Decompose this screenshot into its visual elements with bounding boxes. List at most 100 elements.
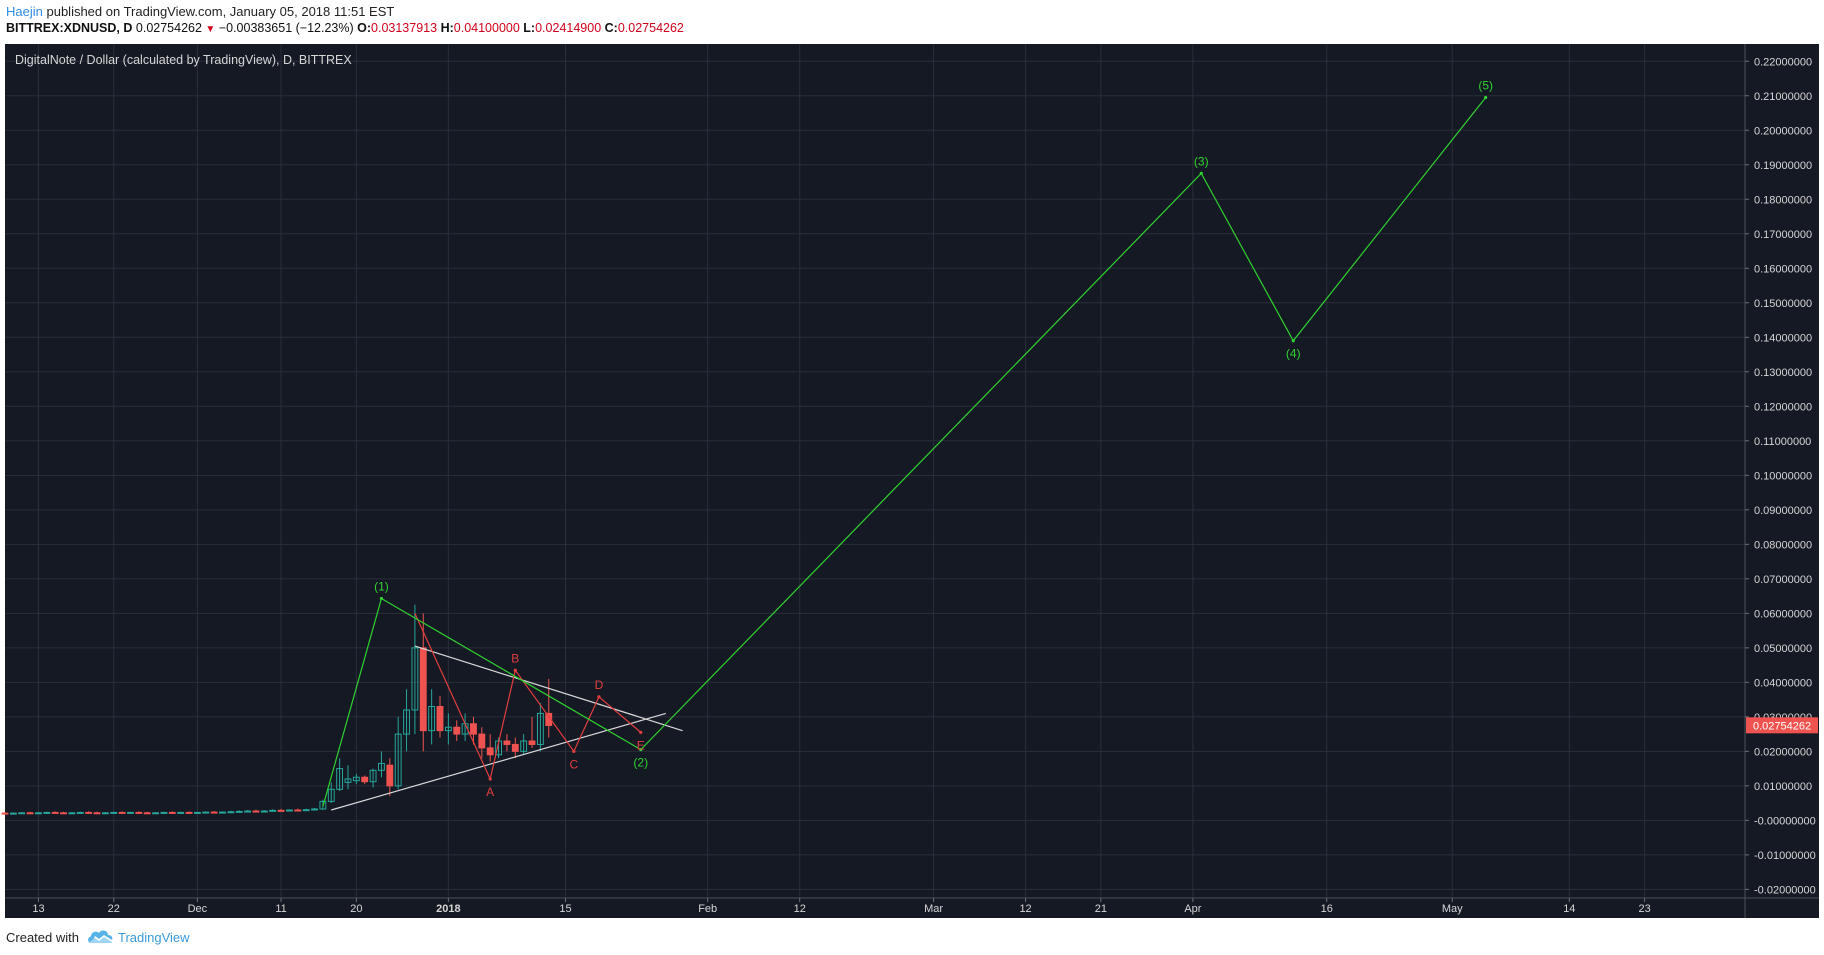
candle-up — [235, 810, 243, 813]
close-value: 0.02754262 — [617, 21, 684, 35]
publish-text: published on TradingView.com, January 05… — [46, 4, 395, 19]
publish-line: Haejin published on TradingView.com, Jan… — [6, 4, 394, 19]
time-tick-label: 11 — [275, 903, 286, 915]
candle-up — [369, 769, 377, 783]
candle-down — [60, 812, 67, 815]
candle-up — [394, 733, 402, 787]
time-tick-label: 12 — [794, 903, 806, 915]
candle-down — [143, 812, 151, 815]
symbol-label: BITTREX:XDNUSD, D — [6, 21, 133, 35]
candle-down — [135, 811, 143, 814]
price-tick-label: 0.16000000 — [1754, 263, 1812, 275]
impulse-wave-label: (4) — [1286, 347, 1301, 361]
close-label: C: — [604, 21, 618, 35]
candle-up — [319, 800, 327, 810]
open-value: 0.03137913 — [371, 21, 438, 35]
candle-up — [9, 812, 17, 815]
chart-area[interactable]: (1) (2) (3) (4) (5) A B C D E 0.22000000 0.2100000… — [0, 44, 1824, 920]
wave-point — [639, 748, 643, 752]
wave-lines — [322, 97, 1487, 811]
abcde-wave-line — [414, 613, 642, 781]
impulse-wave-label: (5) — [1478, 78, 1493, 92]
price-tick-label: 0.21000000 — [1754, 91, 1812, 103]
candle-up — [202, 811, 210, 814]
price-tick-label: 0.11000000 — [1754, 436, 1811, 448]
down-arrow-icon: ▼ — [205, 24, 216, 35]
price-tick-label: 0.19000000 — [1754, 160, 1812, 172]
created-with-text: Created with — [6, 930, 79, 945]
price-tick-label: 0.01000000 — [1754, 781, 1812, 793]
last-price-tag-label: 0.02754262 — [1753, 720, 1811, 732]
candle-down — [503, 740, 511, 745]
triangle-lower-line — [331, 712, 667, 811]
candle-up — [68, 812, 76, 815]
abcde-wave-label: C — [570, 757, 579, 771]
candle-up — [227, 811, 235, 814]
price-tick-label: 0.18000000 — [1754, 194, 1812, 206]
price-tick-label: 0.15000000 — [1754, 298, 1812, 310]
time-tick-label: 12 — [1019, 903, 1031, 915]
candle-up — [76, 811, 84, 814]
candle-down — [185, 811, 193, 814]
time-tick-label: 23 — [1638, 903, 1650, 915]
candle-down — [277, 809, 285, 812]
time-tick-label: 15 — [559, 903, 571, 915]
price-tick-label: 0.12000000 — [1754, 401, 1812, 413]
low-value: 0.02414900 — [535, 21, 602, 35]
candle-down — [51, 811, 59, 814]
time-tick-label: Mar — [924, 903, 943, 915]
price-tick-label: 0.07000000 — [1754, 574, 1812, 586]
price-tick-label: -0.01000000 — [1754, 850, 1816, 862]
wave-point — [488, 777, 492, 781]
candle-up — [336, 768, 344, 790]
candle-up — [269, 809, 277, 812]
time-tick-label: 14 — [1563, 903, 1575, 915]
candle-up — [311, 808, 318, 811]
candle-up — [428, 705, 436, 732]
price-tick-label: 0.17000000 — [1754, 229, 1812, 241]
candle-up — [302, 809, 310, 812]
time-axis[interactable]: 13 22 Dec 11 20 2018 15 Feb 12 Mar 12 21 Apr 16 May 14 2… — [32, 898, 1651, 915]
candle-down — [168, 811, 176, 814]
wave-point — [1484, 95, 1488, 100]
candle-up — [520, 740, 528, 752]
last-price: 0.02754262 — [135, 21, 202, 35]
candle-down — [252, 810, 260, 813]
wave-point — [639, 730, 643, 734]
impulse-wave-label: (1) — [374, 579, 389, 593]
candle-down — [118, 811, 126, 814]
price-tick-label: 0.20000000 — [1754, 125, 1812, 137]
abcde-wave-label: A — [486, 785, 494, 799]
time-tick-label: 16 — [1321, 903, 1333, 915]
candle-down — [478, 733, 486, 749]
price-tick-label: 0.06000000 — [1754, 608, 1812, 620]
candle-up — [411, 647, 419, 711]
tradingview-cloud-icon[interactable] — [86, 928, 114, 946]
candle-up — [43, 811, 51, 814]
time-tick-label: Dec — [188, 903, 208, 915]
candle-up — [193, 811, 201, 814]
wave-point — [513, 668, 517, 672]
candle-down — [1, 812, 9, 815]
author-link[interactable]: Haejin — [6, 4, 43, 19]
candle-up — [260, 810, 268, 813]
candle-down — [486, 747, 494, 756]
candle-up — [127, 811, 134, 814]
tradingview-link[interactable]: TradingView — [118, 930, 190, 945]
wave-point — [1199, 171, 1203, 175]
candles — [1, 604, 553, 815]
abcde-wave-label: D — [595, 678, 604, 692]
price-chart[interactable]: (1) (2) (3) (4) (5) A B C D E 0.22000000 0.2100000… — [0, 44, 1824, 920]
header: Haejin published on TradingView.com, Jan… — [0, 0, 1824, 44]
candle-up — [101, 812, 109, 815]
candle-up — [110, 811, 118, 814]
chart-background — [5, 44, 1819, 918]
wave-point — [379, 596, 384, 601]
chart-title: DigitalNote / Dollar (calculated by Trad… — [15, 53, 352, 67]
time-tick-label: Feb — [698, 903, 717, 915]
candle-up — [18, 812, 26, 815]
impulse-wave-line — [322, 97, 1487, 807]
price-axis[interactable]: 0.22000000 0.21000000 0.20000000 0.19000000… — [1745, 56, 1816, 896]
triangle-upper-line — [414, 645, 683, 732]
open-label: O: — [357, 21, 372, 35]
